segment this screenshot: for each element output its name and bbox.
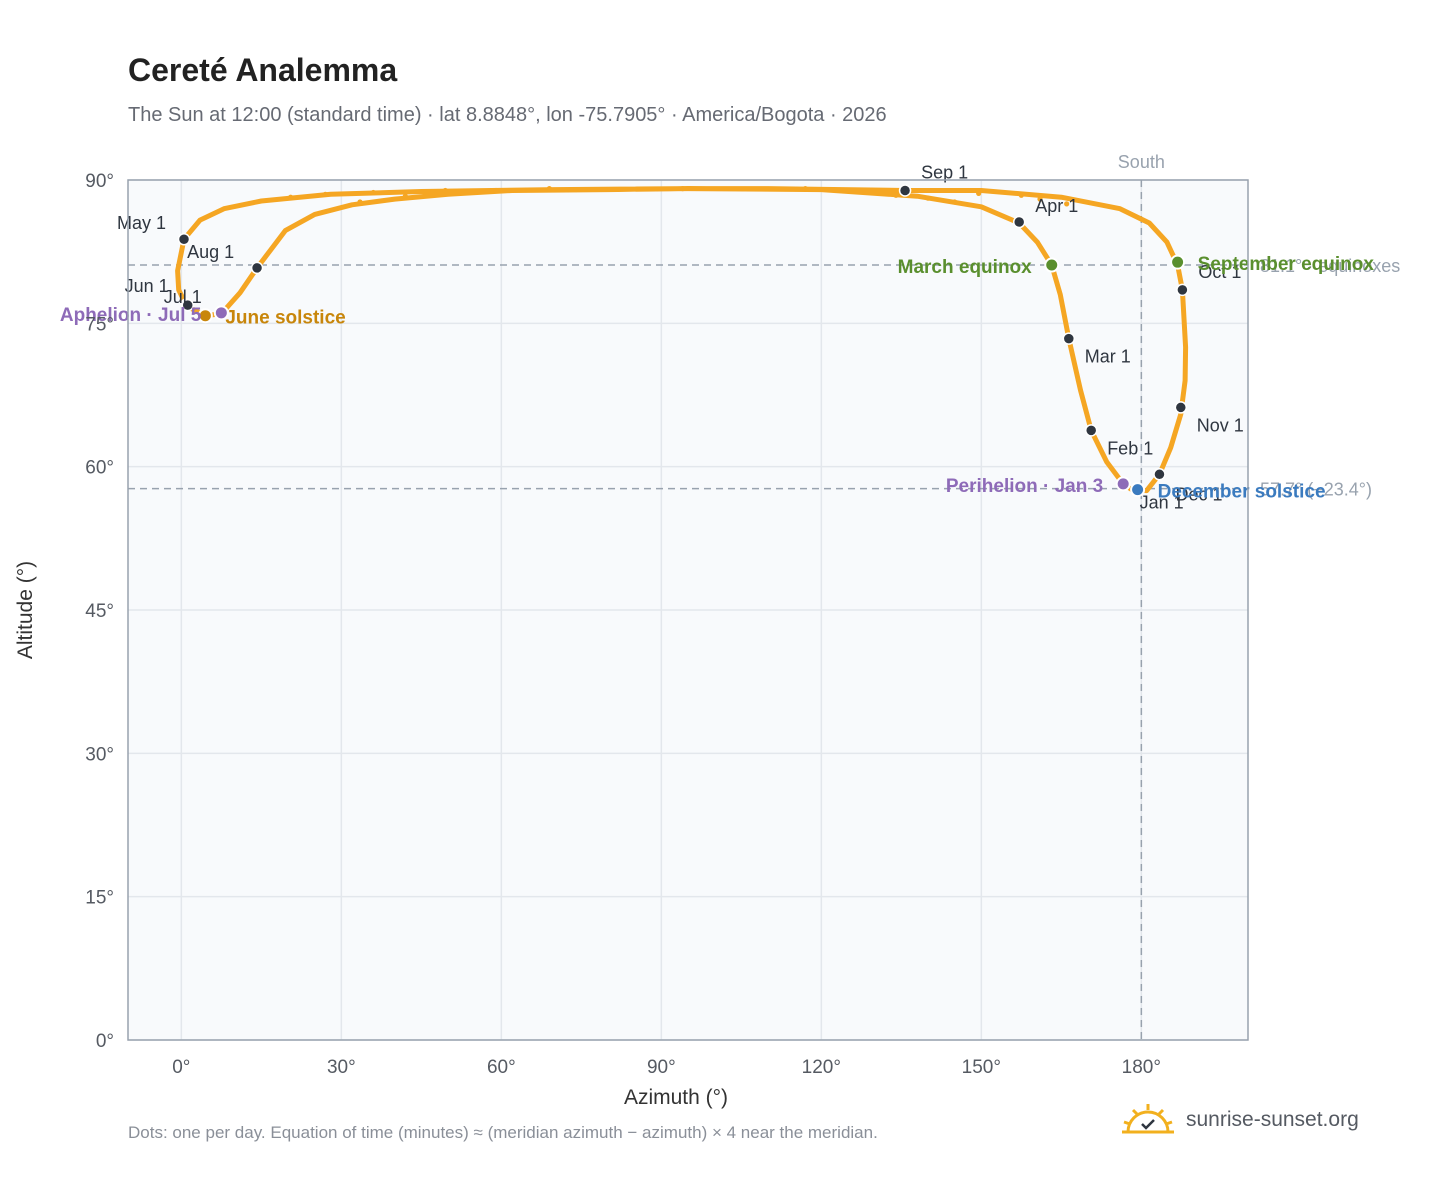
month-marker (898, 184, 912, 197)
x-axis-title: Azimuth (°) (624, 1086, 728, 1109)
event-label: Aphelion · Jul 5 (60, 305, 202, 326)
day-dot (432, 191, 438, 197)
chart-title: Cereté Analemma (128, 52, 398, 88)
event-marker (213, 305, 229, 321)
day-dot (925, 195, 931, 201)
month-marker (1176, 283, 1189, 297)
reference-label: 81.1° · equinoxes (1260, 256, 1400, 276)
month-label: Mar 1 (1085, 347, 1131, 367)
day-dot (802, 186, 808, 192)
x-tick-label: 180° (1122, 1057, 1161, 1078)
y-tick-label: 90° (85, 171, 114, 192)
month-marker (1084, 424, 1098, 437)
month-marker (177, 232, 191, 246)
y-tick-label: 15° (85, 888, 114, 909)
month-label: Oct 1 (1198, 262, 1241, 282)
month-label: Jun 1 (125, 276, 169, 296)
month-marker (1012, 215, 1026, 229)
y-tick-label: 45° (85, 601, 114, 622)
x-tick-label: 150° (962, 1057, 1001, 1078)
month-label: Feb 1 (1107, 438, 1153, 458)
y-tick-label: 30° (85, 744, 114, 765)
y-tick-label: 60° (85, 458, 114, 479)
day-dot (893, 192, 899, 198)
day-dot (357, 199, 363, 205)
sun-logo-icon (1122, 1104, 1174, 1134)
event-marker (1044, 257, 1060, 273)
month-label: Jan 1 (1140, 493, 1184, 513)
reference-label: 57.7° (−23.4°) (1260, 480, 1372, 500)
brand-name: sunrise-sunset.org (1186, 1108, 1359, 1131)
day-dot (1018, 192, 1024, 198)
day-dot (1064, 201, 1070, 207)
event-label: September equinox (1198, 254, 1375, 275)
month-marker (1153, 468, 1166, 481)
event-label: March equinox (898, 257, 1033, 278)
day-dot (1037, 196, 1043, 202)
month-label: Nov 1 (1197, 415, 1244, 435)
x-tick-label: 0° (172, 1057, 190, 1078)
footnote: Dots: one per day. Equation of time (min… (128, 1123, 878, 1142)
event-marker (197, 308, 213, 324)
month-label: Jul 1 (164, 287, 202, 307)
month-label: Apr 1 (1035, 196, 1078, 216)
day-dot (442, 187, 448, 194)
day-dot (493, 187, 499, 194)
month-marker (181, 298, 194, 312)
y-axis-title: Altitude (°) (14, 561, 37, 659)
month-label: Aug 1 (187, 242, 234, 262)
day-dot (546, 186, 552, 192)
x-tick-label: 30° (327, 1057, 356, 1078)
month-marker (1062, 332, 1076, 345)
chart-subtitle: The Sun at 12:00 (standard time) · lat 8… (128, 104, 887, 126)
day-dot (322, 191, 328, 197)
event-marker (1130, 482, 1146, 498)
day-dot (952, 199, 958, 205)
event-marker (1115, 476, 1131, 492)
x-tick-label: 90° (647, 1057, 676, 1078)
month-marker (250, 261, 264, 275)
plot-frame (127, 179, 1249, 1041)
brand[interactable]: sunrise-sunset.org (1120, 1102, 1359, 1138)
day-dot (680, 186, 686, 192)
day-dot (573, 186, 579, 193)
x-tick-label: 60° (487, 1057, 516, 1078)
event-label: December solstice (1158, 482, 1326, 503)
day-dot (288, 194, 294, 200)
y-tick-label: 0° (96, 1031, 114, 1052)
x-tick-label: 120° (802, 1057, 841, 1078)
event-label: June solstice (225, 308, 345, 329)
month-label: Sep 1 (921, 163, 968, 183)
month-marker (1174, 401, 1188, 414)
meridian-label: South (1118, 152, 1165, 172)
y-tick-label: 75° (85, 314, 114, 335)
day-dot (402, 193, 408, 199)
month-label: May 1 (117, 213, 166, 233)
day-dot (370, 189, 376, 196)
event-label: Perihelion · Jan 3 (946, 476, 1103, 497)
month-label: Dec 1 (1175, 484, 1222, 504)
day-dot (976, 190, 982, 196)
event-marker (1170, 254, 1186, 270)
